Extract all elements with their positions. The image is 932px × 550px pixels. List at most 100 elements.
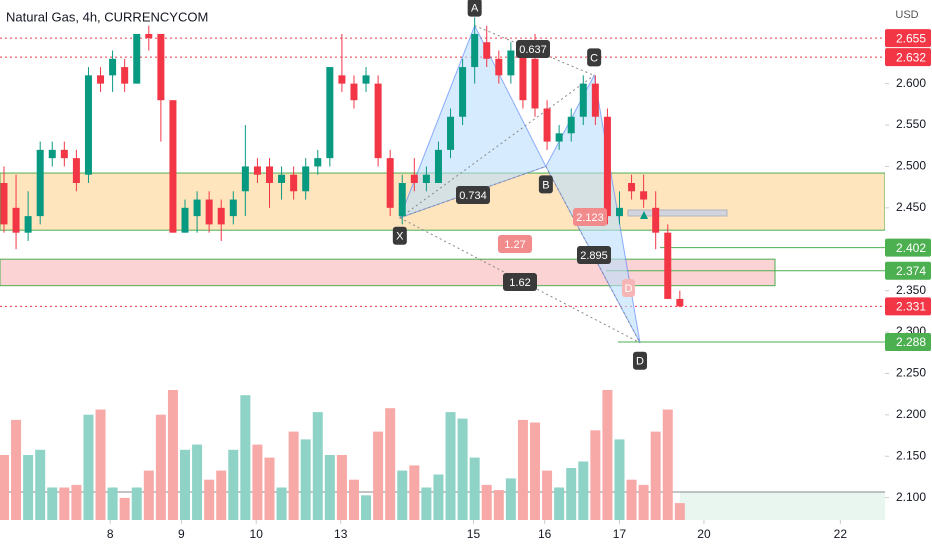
candle-body xyxy=(410,174,418,183)
ratio-label: 1.62 xyxy=(509,277,530,289)
y-tick-label: 2.200 xyxy=(896,407,926,421)
volume-bar xyxy=(433,474,444,520)
point-label: X xyxy=(396,231,404,243)
candle-body xyxy=(302,166,310,192)
ratio-label: 2.895 xyxy=(580,250,608,262)
candle-body xyxy=(531,58,539,109)
candle-body xyxy=(326,67,334,159)
level-badge xyxy=(885,261,931,280)
pattern-dotted xyxy=(399,74,595,219)
volume-bar xyxy=(674,503,685,520)
candle-body xyxy=(181,207,189,233)
candle-body xyxy=(422,174,430,183)
candle-body xyxy=(434,149,442,183)
candle-body xyxy=(628,182,636,192)
candle-body xyxy=(121,67,129,84)
candle-body xyxy=(579,83,587,117)
candle-body xyxy=(169,100,177,233)
projection-label: D xyxy=(625,283,633,295)
volume-area xyxy=(680,492,885,520)
level-label: 2.655 xyxy=(896,31,926,45)
volume-bar xyxy=(95,409,106,520)
volume-bar xyxy=(192,444,203,520)
candle-body xyxy=(314,158,322,167)
candle-body xyxy=(374,83,382,159)
x-tick-label: 13 xyxy=(334,527,348,541)
level-badge xyxy=(885,332,931,351)
volume-bar xyxy=(373,431,384,520)
x-tick-label: 17 xyxy=(613,527,627,541)
pattern-dotted xyxy=(399,165,547,219)
y-tick-label: 2.550 xyxy=(896,117,926,131)
y-tick-label: 2.500 xyxy=(896,159,926,173)
volume-bar xyxy=(11,419,22,520)
candle-body xyxy=(676,298,684,307)
volume-bar xyxy=(167,390,178,520)
chart-title: Natural Gas, 4h, CURRENCYCOM xyxy=(6,9,208,24)
candle-body xyxy=(241,166,249,192)
candle-body xyxy=(591,83,599,117)
volume-bar xyxy=(662,409,673,520)
level-label: 2.632 xyxy=(896,50,926,64)
point-badge xyxy=(587,48,602,67)
volume-bar xyxy=(204,479,215,520)
point-badge xyxy=(633,351,648,370)
volume-bar xyxy=(300,439,311,520)
candle-body xyxy=(640,191,648,200)
volume-bar xyxy=(0,455,9,520)
volume-bar xyxy=(469,457,480,520)
candle-body xyxy=(652,207,660,233)
volume-bar xyxy=(505,478,516,520)
level-badge xyxy=(885,238,931,257)
volume-bar xyxy=(288,431,299,520)
volume-bar xyxy=(457,418,468,520)
candle-body xyxy=(398,182,406,217)
volume-bar xyxy=(614,439,625,520)
point-label: C xyxy=(590,52,598,64)
candle-body xyxy=(483,42,491,59)
pattern-dotted xyxy=(545,166,641,344)
volume-bar xyxy=(493,490,504,520)
ratio-label: 0.734 xyxy=(459,190,487,202)
range-box xyxy=(627,209,728,217)
candle-body xyxy=(97,75,105,84)
volume-bar xyxy=(71,484,82,520)
x-tick-label: 9 xyxy=(178,527,185,541)
point-badge xyxy=(392,226,407,245)
ratio-label: 2.123 xyxy=(576,212,604,224)
zone xyxy=(0,258,776,287)
volume-bar xyxy=(517,419,528,520)
candle-body xyxy=(157,33,165,101)
volume-bar xyxy=(348,479,359,520)
point-label: D xyxy=(636,356,644,368)
volume-bar xyxy=(566,468,577,520)
ratio-badge xyxy=(573,208,607,226)
volume-bar xyxy=(626,479,637,520)
volume-bar xyxy=(361,495,372,520)
volume-bar xyxy=(530,422,541,520)
candle-body xyxy=(217,207,225,225)
y-tick-label: 2.350 xyxy=(896,283,926,297)
volume-bar xyxy=(252,444,263,520)
y-tick-label: 2.600 xyxy=(896,76,926,90)
volume-bar xyxy=(602,390,613,520)
volume-bar xyxy=(119,497,130,520)
level-label: 2.331 xyxy=(896,300,926,314)
volume-bar xyxy=(445,412,456,520)
candle-body xyxy=(447,116,455,150)
candle-body xyxy=(229,199,237,217)
volume-bar xyxy=(324,455,335,520)
candle-body xyxy=(338,75,346,84)
volume-bar xyxy=(409,465,420,520)
volume-bar xyxy=(216,470,227,520)
candle-body xyxy=(362,75,370,84)
front-layer: X A B C D 0.637 0.734 1.27 1.62 2.123 2.895 D 2.600 2… xyxy=(107,0,932,550)
pattern-dotted xyxy=(474,25,595,76)
volume-bar xyxy=(180,449,191,520)
volume-bar xyxy=(481,484,492,520)
volume-bar xyxy=(421,487,432,520)
volume-bar xyxy=(47,487,58,520)
ratio-badge xyxy=(516,40,550,58)
candle-body xyxy=(543,108,551,142)
